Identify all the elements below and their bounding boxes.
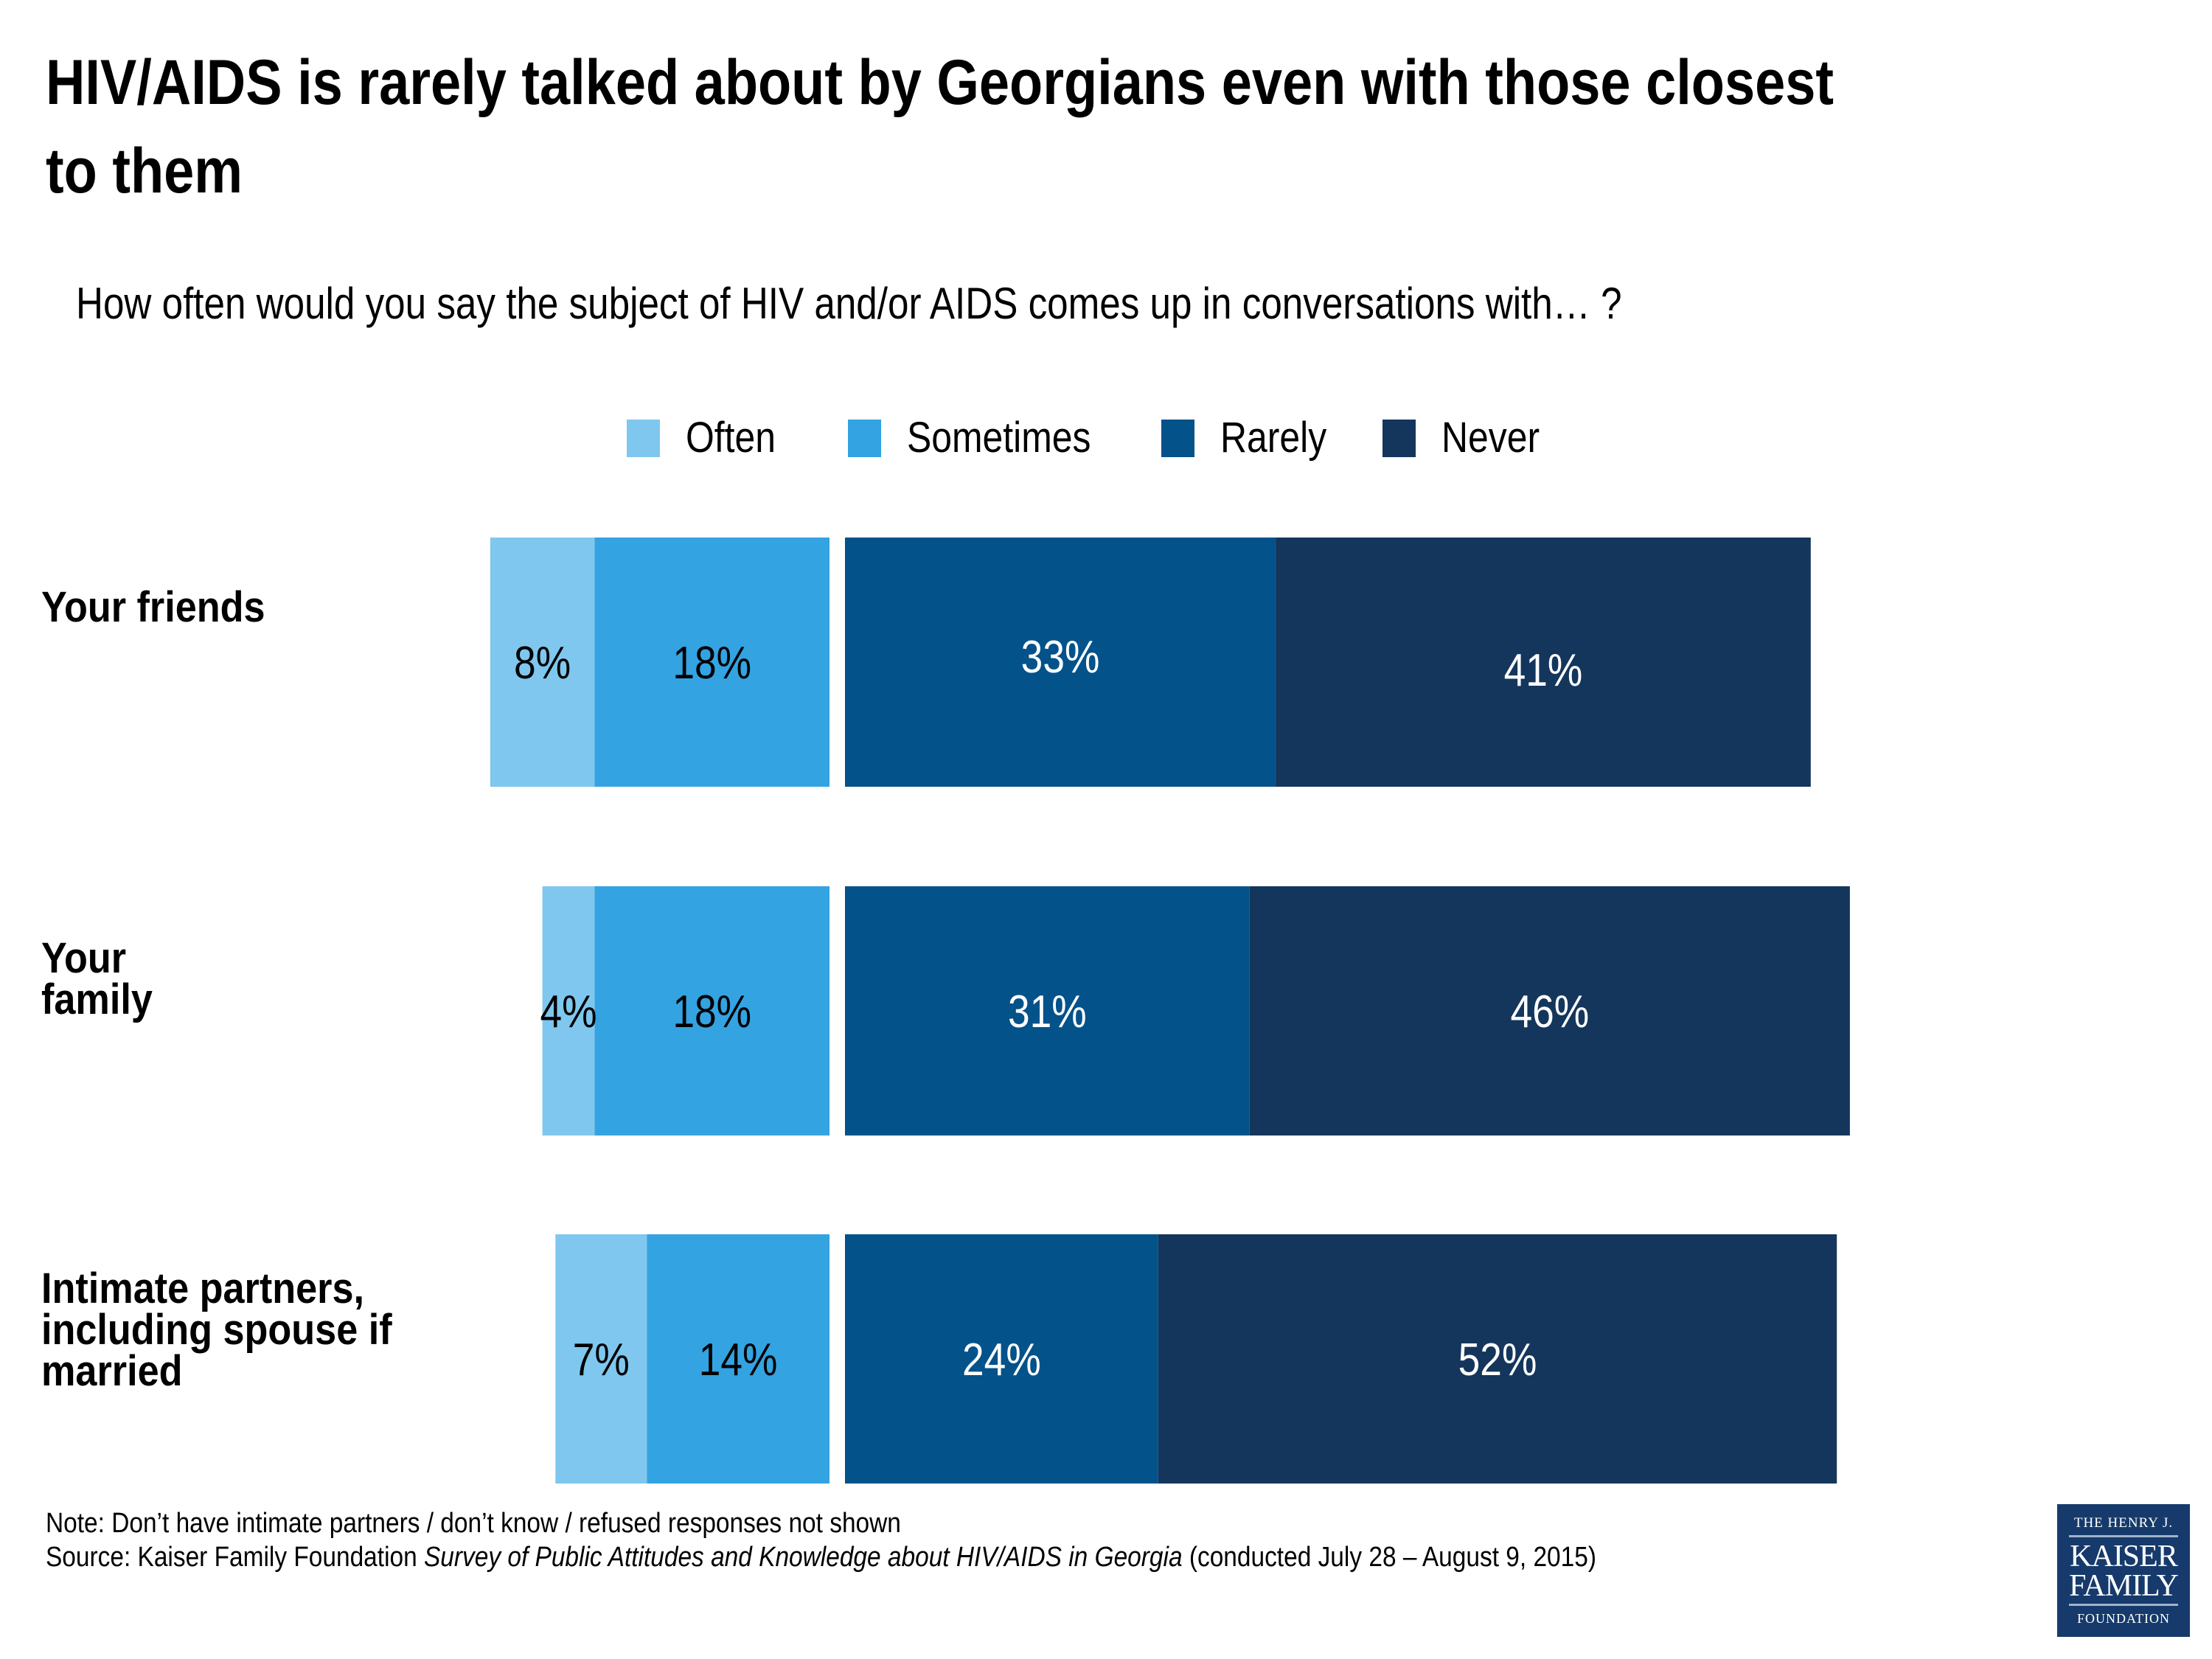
- data-label-often: 7%: [573, 1335, 630, 1385]
- logo-divider: [2069, 1535, 2178, 1537]
- chart-subtitle: How often would you say the subject of H…: [76, 279, 1622, 328]
- logo-line-2: KAISER: [2070, 1540, 2178, 1573]
- category-label-line: Intimate partners,: [41, 1265, 365, 1312]
- bar-rarely: [845, 1234, 1158, 1484]
- logo-line-4: FOUNDATION: [2077, 1611, 2170, 1626]
- category-label-line: Your friends: [41, 583, 265, 631]
- category-label-line: married: [41, 1347, 183, 1395]
- legend-swatch-often: [627, 420, 660, 457]
- source-text: Source: Kaiser Family Foundation Survey …: [46, 1540, 1596, 1574]
- chart-title: HIV/AIDS is rarely talked about by Georg…: [46, 38, 2138, 215]
- logo-line-1: THE HENRY J.: [2073, 1515, 2174, 1531]
- bar-never: [1249, 886, 1850, 1135]
- data-label-sometimes: 18%: [672, 638, 751, 689]
- logo-divider: [2069, 1604, 2178, 1606]
- bar-group-2: 18% 4% 31% 46%: [540, 886, 1850, 1135]
- bar-sometimes: [647, 1234, 830, 1484]
- data-label-never: 52%: [1458, 1335, 1537, 1385]
- category-label-2: Your family: [41, 934, 153, 1023]
- note-text: Note: Don’t have intimate partners / don…: [46, 1508, 901, 1539]
- bar-sometimes: [594, 538, 830, 787]
- legend-swatch-never: [1382, 420, 1416, 457]
- bar-never: [1158, 1234, 1837, 1484]
- data-label-never: 46%: [1510, 987, 1589, 1037]
- bar-rarely: [845, 538, 1276, 787]
- bar-sometimes: [594, 886, 830, 1135]
- legend-label-rarely: Rarely: [1220, 414, 1327, 462]
- chart-title-line-1: HIV/AIDS is rarely talked about by Georg…: [46, 47, 1834, 118]
- bar-often: [542, 886, 595, 1135]
- source-prefix: Source: Kaiser Family Foundation: [46, 1542, 424, 1573]
- chart-title-line-2: to them: [46, 136, 243, 206]
- data-label-never: 41%: [1504, 645, 1583, 696]
- bar-often: [490, 538, 595, 787]
- category-label-3: Intimate partners, including spouse if mar…: [41, 1265, 392, 1395]
- bar-group-3: 14% 7% 24% 52%: [555, 1234, 1837, 1484]
- bar-never: [1276, 538, 1811, 787]
- kaiser-family-foundation-logo: THE HENRY J. KAISER FAMILY FOUNDATION: [2057, 1504, 2190, 1637]
- category-label-line: including spouse if: [41, 1306, 392, 1354]
- data-label-rarely: 33%: [1021, 632, 1100, 683]
- source-title: Survey of Public Attitudes and Knowledge…: [423, 1542, 1183, 1573]
- legend-label-never: Never: [1441, 414, 1540, 462]
- legend-swatch-sometimes: [848, 420, 881, 457]
- legend-label-often: Often: [686, 414, 776, 462]
- data-label-often: 4%: [540, 987, 597, 1037]
- data-label-sometimes: 18%: [672, 987, 751, 1037]
- source-suffix: (conducted July 28 – August 9, 2015): [1182, 1542, 1596, 1573]
- data-label-rarely: 24%: [962, 1335, 1041, 1385]
- data-label-rarely: 31%: [1008, 987, 1087, 1037]
- data-label-often: 8%: [514, 638, 571, 689]
- bar-group-1: 18% 8% 33% 41%: [490, 538, 1811, 787]
- category-label-line: Your: [41, 934, 127, 982]
- legend-swatch-rarely: [1161, 420, 1194, 457]
- category-label-line: family: [41, 975, 153, 1023]
- data-label-sometimes: 14%: [699, 1335, 778, 1385]
- bar-rarely: [845, 886, 1250, 1135]
- bar-often: [555, 1234, 647, 1484]
- legend-label-sometimes: Sometimes: [907, 414, 1091, 462]
- footnotes: Note: Don’t have intimate partners / don…: [46, 1506, 1596, 1574]
- category-label-1: Your friends: [41, 583, 265, 631]
- logo-line-3: FAMILY: [2069, 1569, 2179, 1603]
